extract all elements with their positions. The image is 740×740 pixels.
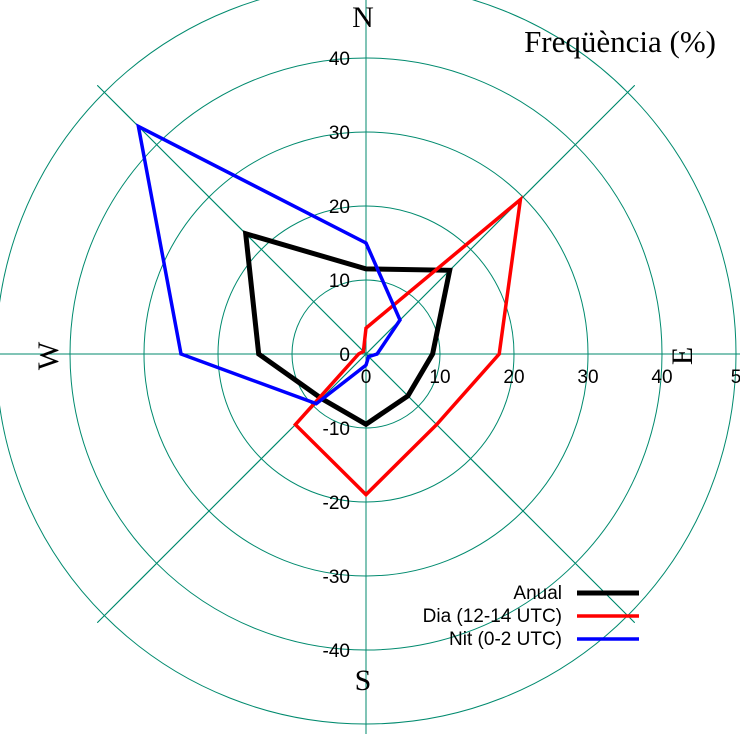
direction-label-n: N [352, 1, 374, 34]
x-tick-label: 5 [731, 367, 740, 388]
data-series [136, 123, 523, 498]
direction-label-s: S [355, 664, 372, 697]
direction-labels: N S W E [32, 1, 699, 697]
y-tick-label: -20 [323, 493, 350, 514]
x-tick-label: 0 [361, 367, 372, 388]
x-tick-label: 30 [577, 367, 598, 388]
legend-label: Dia (12-14 UTC) [423, 606, 562, 627]
y-tick-label: -30 [323, 567, 350, 588]
legend-label: Anual [513, 583, 562, 604]
series-line-2 [292, 195, 523, 498]
direction-label-w: W [32, 341, 65, 370]
legend-label: Nit (0-2 UTC) [449, 629, 562, 650]
x-tick-label: 40 [651, 367, 672, 388]
chart-title: Freqüència (%) [524, 24, 716, 59]
direction-label-e: E [666, 347, 699, 365]
y-tick-label: 10 [329, 271, 350, 292]
tick-labels: 0 10 20 30 40 5 40 30 20 10 0 -10 -20 -30 -40 [323, 49, 740, 662]
y-tick-label: -40 [323, 641, 350, 662]
y-tick-label: 20 [329, 197, 350, 218]
x-tick-label: 20 [503, 367, 524, 388]
series-line-1 [242, 230, 453, 428]
y-tick-label: -10 [323, 419, 350, 440]
grid-spoke-NW [96, 84, 636, 624]
series-line-3 [136, 123, 402, 406]
y-tick-label: 0 [339, 345, 350, 366]
y-tick-label: 40 [329, 49, 350, 70]
x-tick-label: 10 [429, 367, 450, 388]
y-tick-label: 30 [329, 123, 350, 144]
